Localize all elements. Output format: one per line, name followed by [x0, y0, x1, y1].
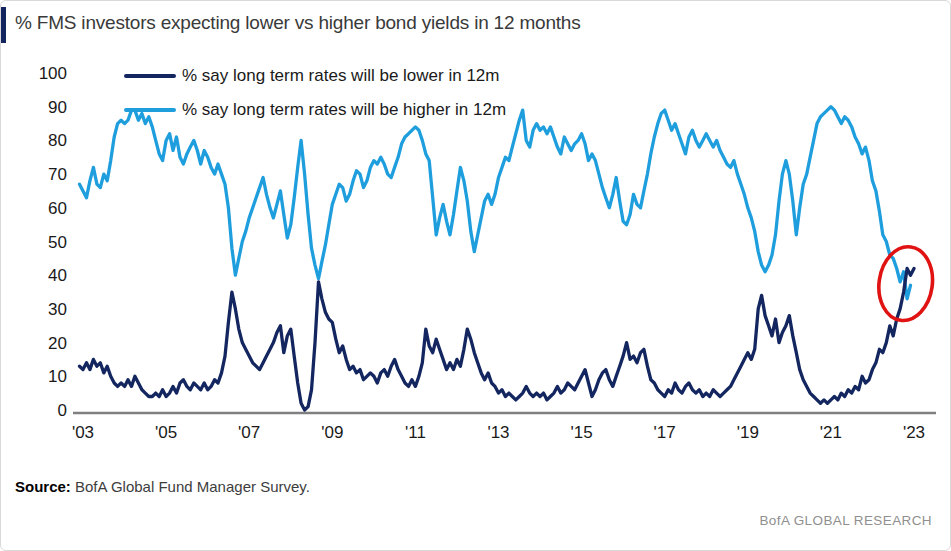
y-tick-label: 80	[48, 131, 67, 150]
legend-swatch-higher	[124, 108, 176, 112]
x-tick-label: '03	[72, 423, 94, 442]
x-tick-label: '21	[820, 423, 842, 442]
x-tick-label: '11	[405, 423, 426, 442]
legend-item-higher: % say long term rates will be higher in …	[124, 98, 506, 122]
y-tick-label: 40	[48, 266, 67, 285]
y-tick-label: 10	[48, 367, 67, 386]
legend-label-lower: % say long term rates will be lower in 1…	[182, 66, 499, 86]
brand-mark: BofA GLOBAL RESEARCH	[759, 513, 932, 528]
page-title: % FMS investors expecting lower vs highe…	[15, 12, 581, 34]
series-line-lower	[80, 269, 915, 411]
x-tick-label: '05	[155, 423, 177, 442]
chart-header: % FMS investors expecting lower vs highe…	[1, 7, 581, 43]
source-label: Source:	[15, 478, 71, 495]
x-tick-label: '09	[321, 423, 343, 442]
title-accent-bar	[1, 7, 6, 43]
x-tick-label: '13	[487, 423, 509, 442]
x-tick-label: '23	[903, 423, 925, 442]
y-tick-label: 50	[48, 233, 67, 252]
series-line-higher	[80, 107, 911, 299]
y-tick-label: 100	[39, 64, 67, 83]
legend-item-lower: % say long term rates will be lower in 1…	[124, 64, 506, 88]
y-tick-label: 20	[48, 334, 67, 353]
y-tick-label: 0	[58, 401, 67, 420]
x-tick-label: '19	[737, 423, 759, 442]
x-tick-label: '07	[238, 423, 260, 442]
legend: % say long term rates will be lower in 1…	[124, 64, 506, 132]
y-tick-label: 30	[48, 300, 67, 319]
y-tick-label: 70	[48, 165, 67, 184]
legend-label-higher: % say long term rates will be higher in …	[182, 100, 506, 120]
source-note: Source: BofA Global Fund Manager Survey.	[15, 478, 310, 495]
legend-swatch-lower	[124, 74, 176, 78]
x-tick-label: '15	[571, 423, 593, 442]
source-text: BofA Global Fund Manager Survey.	[71, 478, 310, 495]
x-tick-label: '17	[654, 423, 676, 442]
y-tick-label: 60	[48, 199, 67, 218]
y-tick-label: 90	[48, 98, 67, 117]
chart-card: 0 10 20 30 40 50 60 70 80 90 100 '03 '05 '07 '09 '11 '13…	[0, 0, 951, 551]
